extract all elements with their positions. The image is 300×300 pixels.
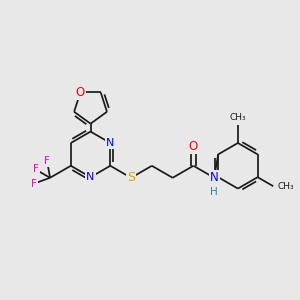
Text: O: O: [189, 140, 198, 153]
Text: F: F: [44, 156, 50, 166]
Text: N: N: [106, 138, 115, 148]
Text: F: F: [33, 164, 38, 174]
Text: O: O: [76, 86, 85, 99]
Text: N: N: [210, 171, 219, 184]
Text: S: S: [127, 171, 135, 184]
Text: N: N: [86, 172, 95, 182]
Text: H: H: [210, 187, 218, 197]
Text: CH₃: CH₃: [230, 113, 246, 122]
Text: CH₃: CH₃: [278, 182, 294, 191]
Text: F: F: [31, 178, 37, 188]
